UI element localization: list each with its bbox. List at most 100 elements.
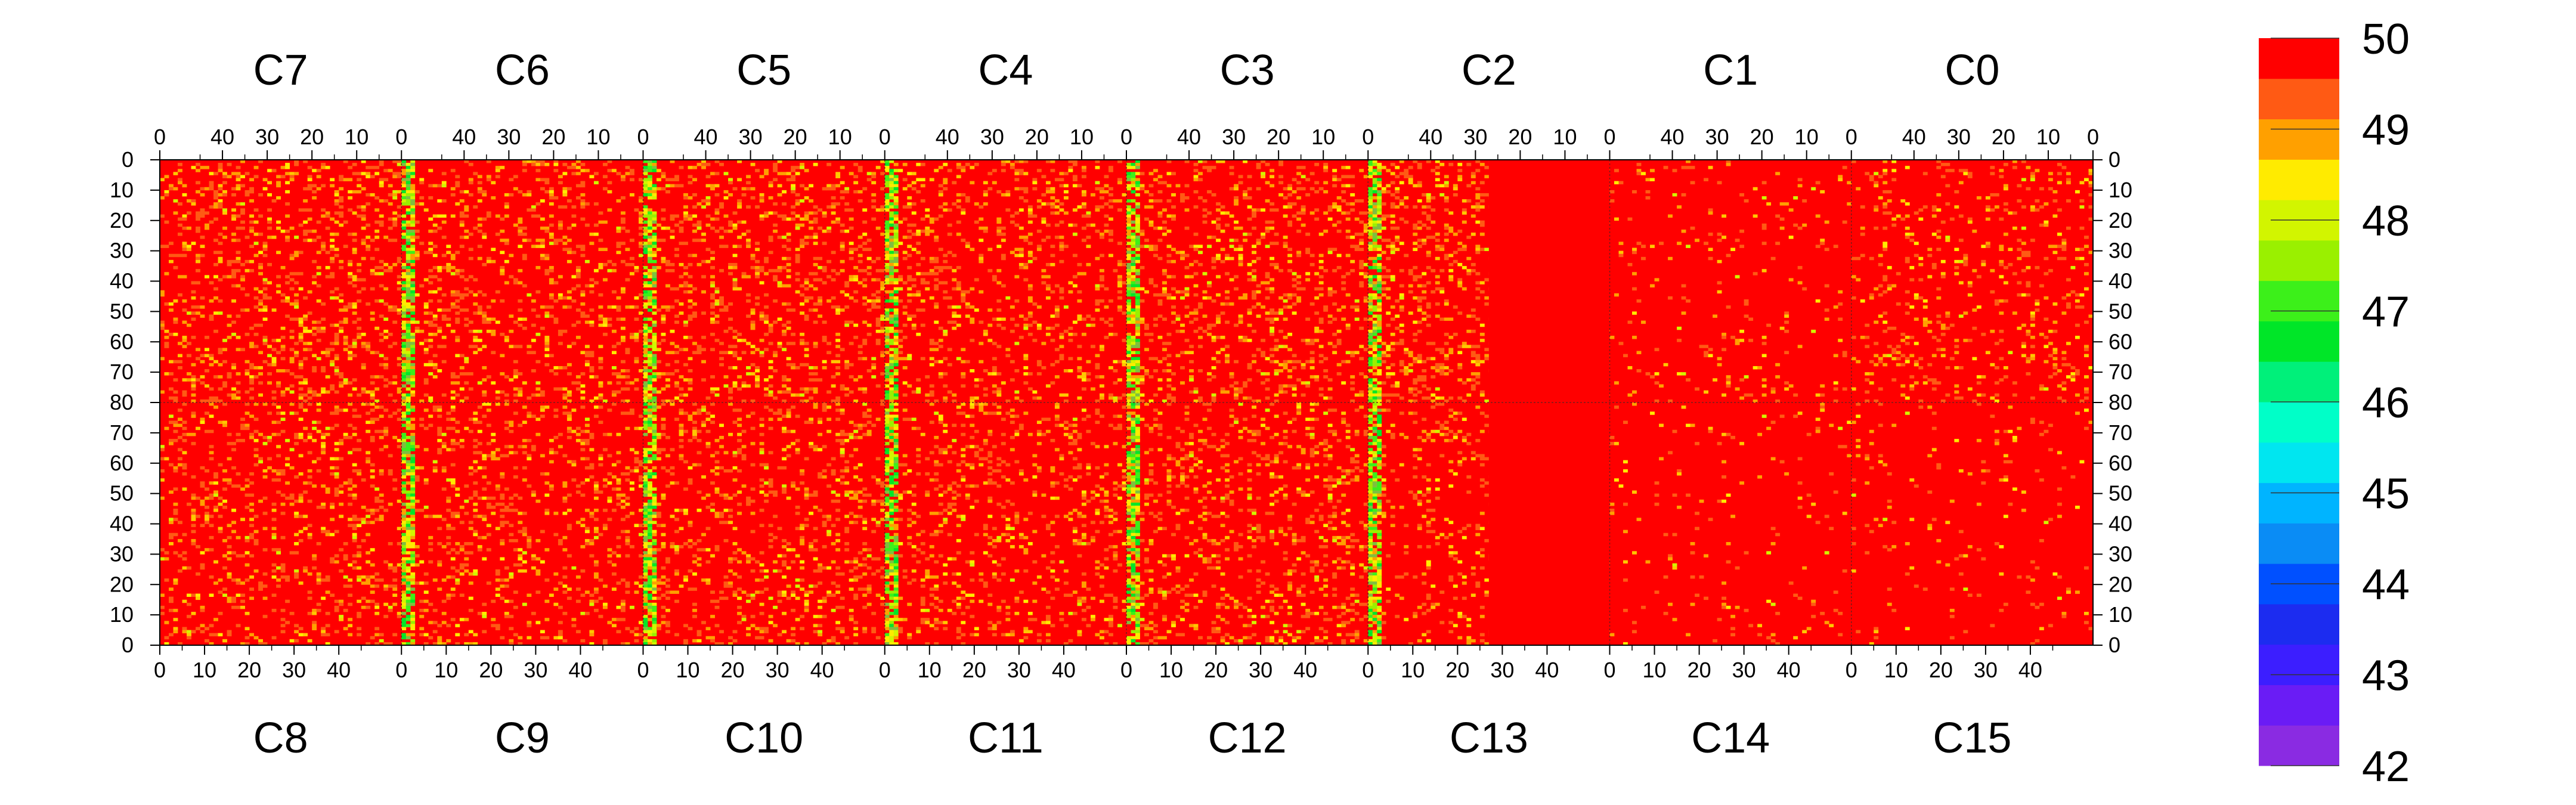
- heat-cell: [777, 266, 782, 270]
- heat-cell: [648, 211, 652, 215]
- heat-cell: [1252, 208, 1257, 212]
- heat-cell: [1090, 387, 1095, 391]
- heat-cell: [741, 351, 747, 354]
- heat-cell: [1001, 326, 1006, 330]
- heat-cell: [1381, 250, 1386, 255]
- heat-cell: [934, 284, 939, 288]
- heat-cell: [705, 223, 711, 227]
- heat-cell: [280, 299, 286, 303]
- heat-cell: [652, 266, 657, 270]
- heat-cell: [1135, 366, 1140, 370]
- heat-cell: [705, 196, 711, 200]
- heat-cell: [974, 202, 979, 206]
- heat-cell: [191, 399, 196, 403]
- heat-cell: [1104, 336, 1109, 339]
- heat-cell: [178, 202, 182, 206]
- heat-cell: [1408, 390, 1413, 394]
- heat-cell: [1135, 163, 1140, 166]
- heat-cell: [401, 226, 407, 230]
- heat-cell: [1252, 296, 1257, 300]
- heat-cell: [1408, 311, 1413, 315]
- heat-cell: [1131, 172, 1136, 175]
- heat-cell: [253, 366, 259, 370]
- heat-cell: [746, 314, 751, 318]
- heat-cell: [285, 190, 290, 194]
- heat-cell: [366, 302, 371, 306]
- heat-cell: [943, 187, 948, 191]
- heat-cell: [437, 214, 442, 218]
- heat-cell: [562, 242, 568, 245]
- heat-cell: [553, 366, 559, 370]
- heat-cell: [1113, 396, 1118, 400]
- heat-cell: [1372, 223, 1377, 227]
- heat-cell: [835, 272, 841, 275]
- heat-cell: [961, 290, 966, 294]
- heat-cell: [714, 302, 720, 306]
- heat-cell: [361, 160, 366, 163]
- heat-cell: [589, 369, 595, 373]
- heat-cell: [593, 281, 599, 284]
- heat-cell: [527, 345, 532, 348]
- heat-cell: [1126, 247, 1131, 252]
- heat-cell: [629, 262, 634, 267]
- heat-cell: [884, 178, 890, 182]
- heat-cell: [357, 299, 362, 303]
- heat-cell: [987, 339, 993, 342]
- heat-cell: [544, 163, 550, 166]
- heat-cell: [535, 387, 541, 391]
- heat-cell: [178, 366, 182, 370]
- heat-cell: [459, 354, 465, 358]
- heat-cell: [1135, 390, 1140, 394]
- heat-cell: [710, 266, 715, 270]
- heat-cell: [401, 311, 407, 315]
- heat-cell: [575, 308, 581, 312]
- heat-cell: [1135, 293, 1140, 297]
- heat-cell: [800, 239, 805, 242]
- heat-cell: [902, 163, 908, 166]
- heat-cell: [1399, 296, 1404, 300]
- heat-cell: [1126, 199, 1131, 203]
- heat-cell: [643, 348, 648, 351]
- heat-cell: [164, 342, 169, 345]
- heat-cell: [253, 305, 259, 309]
- heat-cell: [298, 363, 304, 367]
- heat-cell: [428, 184, 434, 188]
- heat-cell: [357, 172, 362, 175]
- heat-cell: [1131, 345, 1136, 348]
- heat-cell: [875, 278, 881, 281]
- heat-cell: [759, 193, 764, 197]
- heat-cell: [1166, 253, 1172, 258]
- heat-cell: [1292, 384, 1297, 388]
- heat-cell: [857, 357, 863, 361]
- heat-cell: [566, 290, 572, 294]
- heat-cell: [1014, 160, 1020, 163]
- heat-cell: [652, 214, 657, 218]
- heat-cell: [804, 287, 809, 291]
- heat-cell: [423, 208, 429, 212]
- heat-cell: [334, 366, 339, 370]
- heat-cell: [330, 296, 335, 300]
- heat-cell: [643, 208, 648, 212]
- heat-cell: [410, 287, 416, 291]
- heat-cell: [598, 366, 603, 370]
- heat-cell: [755, 269, 760, 273]
- heat-cell: [1265, 275, 1270, 278]
- heat-cell: [1180, 196, 1185, 200]
- heat-cell: [1377, 299, 1382, 303]
- heat-cell: [477, 308, 482, 312]
- heat-cell: [419, 399, 425, 403]
- heat-cell: [764, 169, 769, 172]
- heat-cell: [432, 332, 438, 336]
- heat-cell: [670, 399, 675, 403]
- heat-cell: [1166, 214, 1172, 218]
- heat-cell: [809, 396, 814, 400]
- heat-cell: [267, 236, 273, 239]
- heat-cell: [401, 305, 407, 309]
- heat-cell: [405, 178, 411, 182]
- heat-cell: [1377, 163, 1382, 166]
- heat-cell: [437, 329, 442, 333]
- heat-cell: [1372, 293, 1377, 297]
- heat-cell: [1354, 308, 1360, 312]
- heat-cell: [800, 284, 805, 288]
- heat-cell: [732, 211, 738, 215]
